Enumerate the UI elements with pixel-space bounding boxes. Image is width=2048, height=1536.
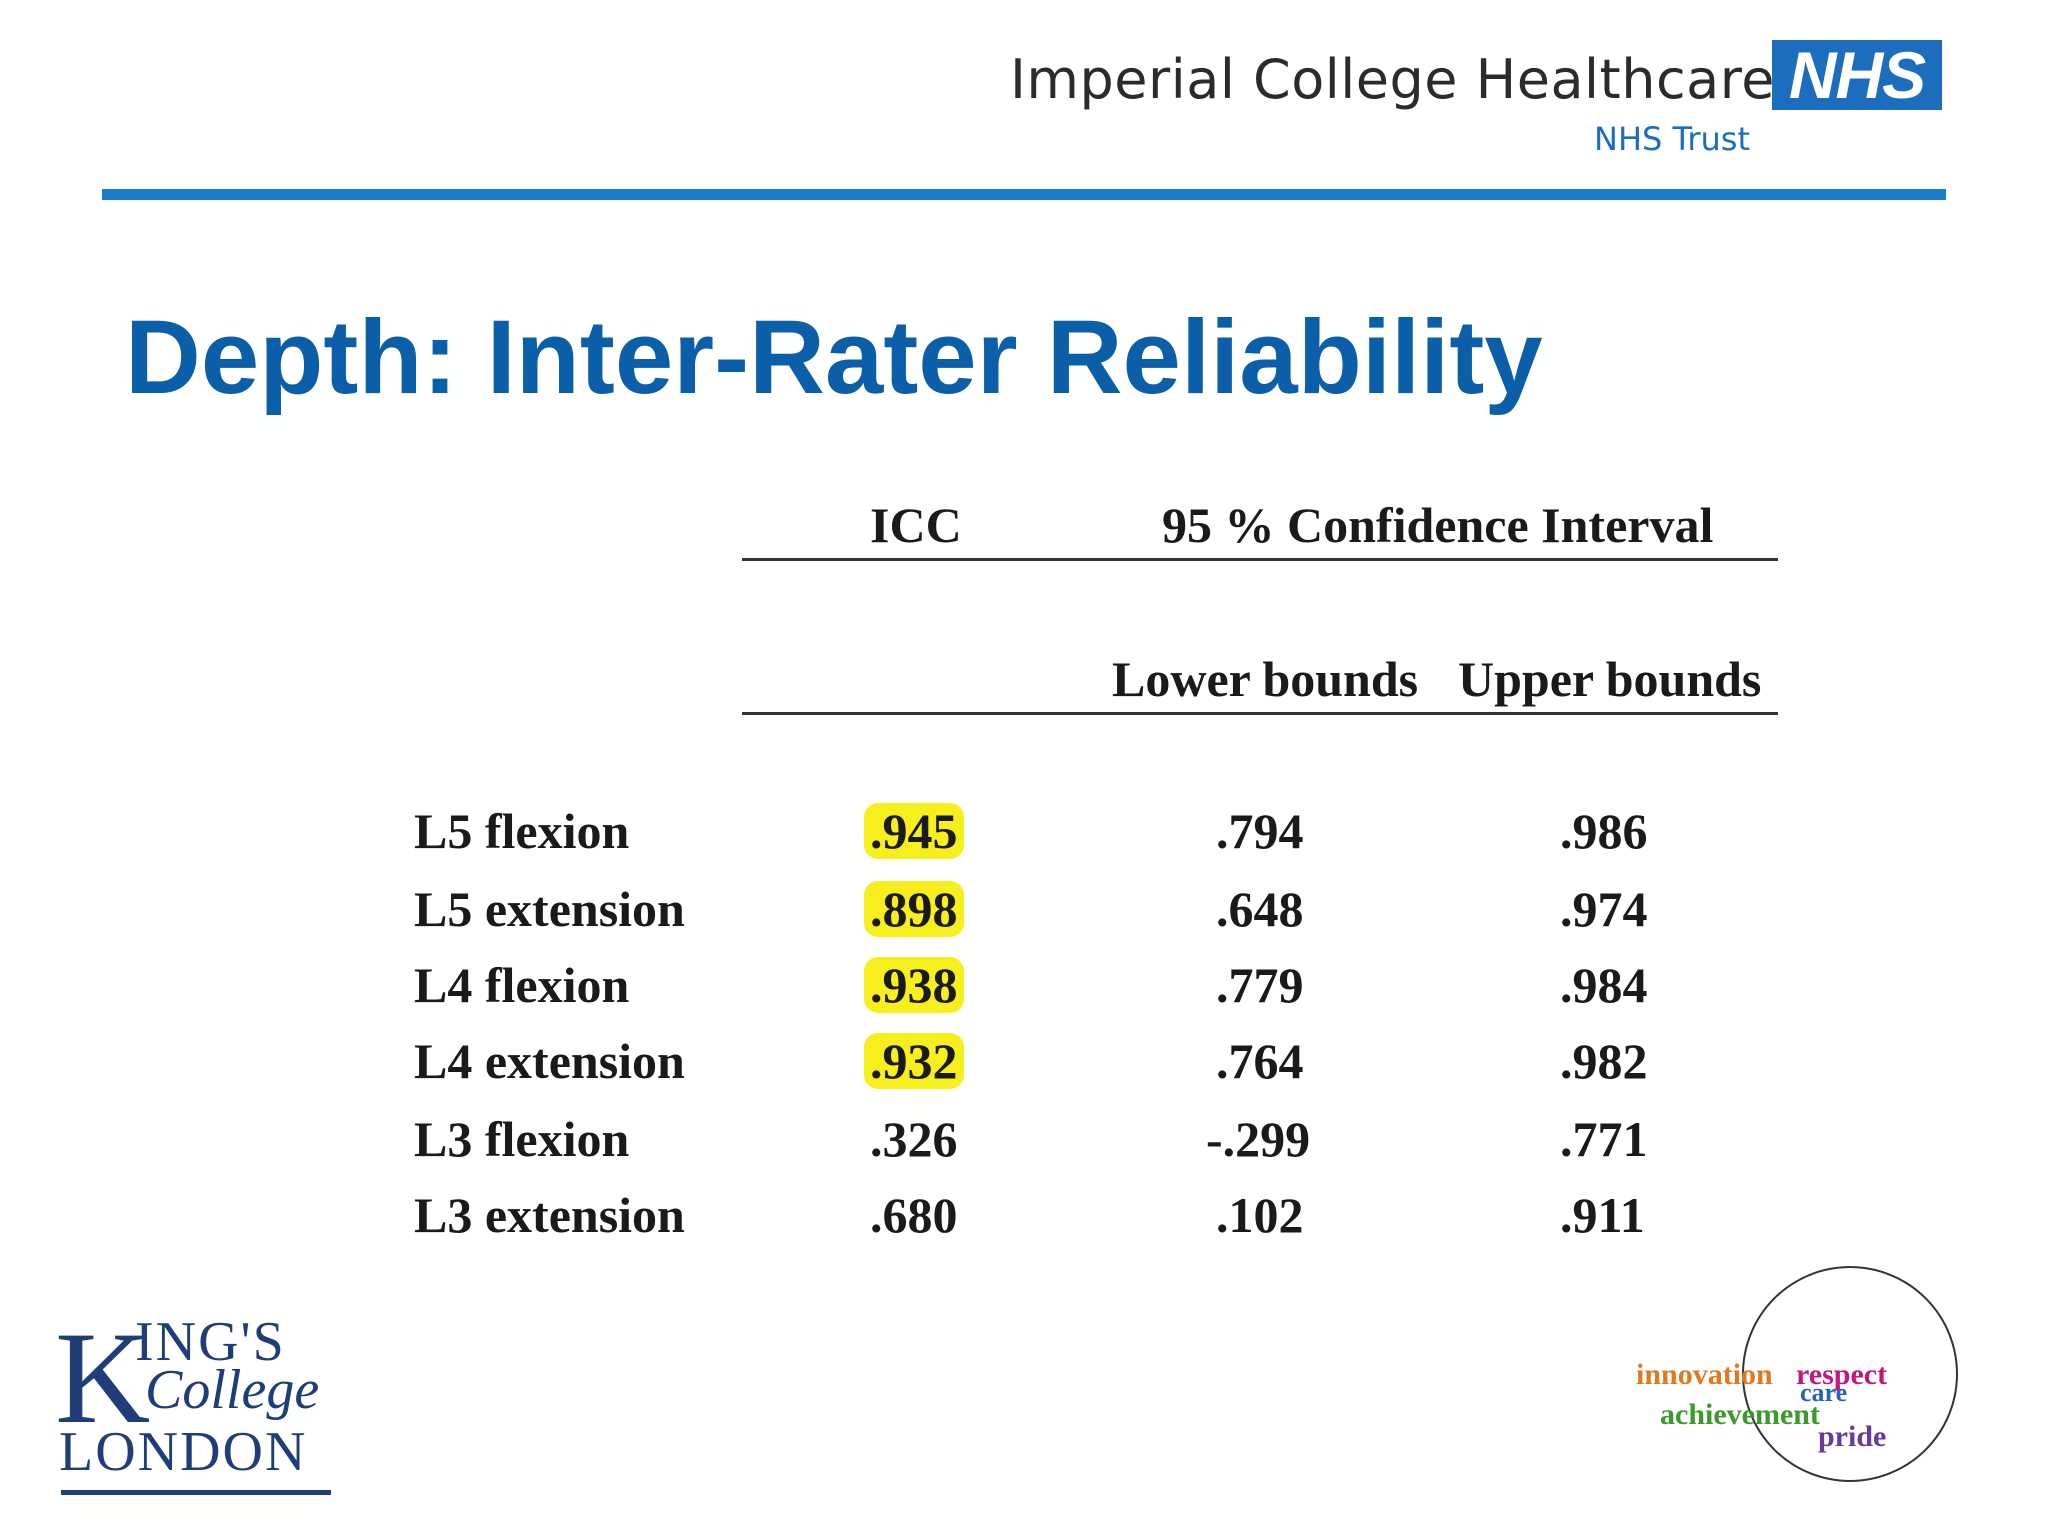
icc-value: .326 xyxy=(870,1111,958,1167)
icc-value: .945 xyxy=(864,803,964,859)
row-label: L3 flexion xyxy=(414,1111,630,1167)
value-respect: respect xyxy=(1796,1358,1888,1391)
upper-bound-value: .982 xyxy=(1560,1033,1648,1089)
lower-bound-value: .779 xyxy=(1216,957,1304,1013)
row-label: L5 flexion xyxy=(414,803,630,859)
lower-bound-value: .794 xyxy=(1216,803,1304,859)
icc-value: .932 xyxy=(864,1033,964,1089)
upper-bound-value: .771 xyxy=(1560,1111,1648,1167)
header-rule xyxy=(102,189,1946,200)
reliability-table: ICC 95 % Confidence Interval Lower bound… xyxy=(380,480,1800,1280)
organization-name: Imperial College Healthcare xyxy=(1010,48,1775,111)
upper-bound-value: .984 xyxy=(1560,957,1648,1013)
kcl-logo-underline xyxy=(61,1490,331,1495)
values-logo: innovation respect care achievement prid… xyxy=(1630,1262,1960,1492)
value-care: care xyxy=(1800,1378,1848,1407)
value-pride: pride xyxy=(1818,1420,1887,1453)
table-rule-bottom xyxy=(742,712,1778,715)
icc-value: .938 xyxy=(864,957,964,1013)
value-innovation: innovation xyxy=(1636,1358,1773,1391)
header-upper-bounds: Upper bounds xyxy=(1458,651,1762,707)
nhs-logo: NHS xyxy=(1772,38,1942,112)
value-achievement: achievement xyxy=(1660,1398,1820,1431)
kcl-logo-ings: ING'S xyxy=(135,1311,286,1373)
values-circle xyxy=(1742,1266,1958,1482)
lower-bound-value: .648 xyxy=(1216,881,1304,937)
lower-bound-value: .102 xyxy=(1216,1187,1304,1243)
row-label: L4 extension xyxy=(414,1033,685,1089)
kcl-logo-k: K xyxy=(55,1304,151,1451)
upper-bound-value: .986 xyxy=(1560,803,1648,859)
lower-bound-value: -.299 xyxy=(1206,1111,1311,1167)
slide-title: Depth: Inter-Rater Reliability xyxy=(125,299,1543,416)
trust-name: NHS Trust xyxy=(1594,120,1750,158)
kcl-logo-college: College xyxy=(145,1359,320,1421)
kcl-logo-london: LONDON xyxy=(59,1421,308,1483)
header-lower-bounds: Lower bounds xyxy=(1112,651,1419,707)
table-rule-top xyxy=(742,558,1778,561)
lower-bound-value: .764 xyxy=(1216,1033,1304,1089)
icc-value: .680 xyxy=(870,1187,958,1243)
row-label: L5 extension xyxy=(414,881,685,937)
row-label: L3 extension xyxy=(414,1187,685,1243)
upper-bound-value: .911 xyxy=(1560,1187,1645,1243)
row-label: L4 flexion xyxy=(414,957,630,1013)
kings-college-london-logo: K ING'S College LONDON xyxy=(55,1312,345,1502)
header-icc: ICC xyxy=(870,497,962,553)
upper-bound-value: .974 xyxy=(1560,881,1648,937)
icc-value: .898 xyxy=(864,881,964,937)
header-confidence-interval: 95 % Confidence Interval xyxy=(1162,497,1714,553)
